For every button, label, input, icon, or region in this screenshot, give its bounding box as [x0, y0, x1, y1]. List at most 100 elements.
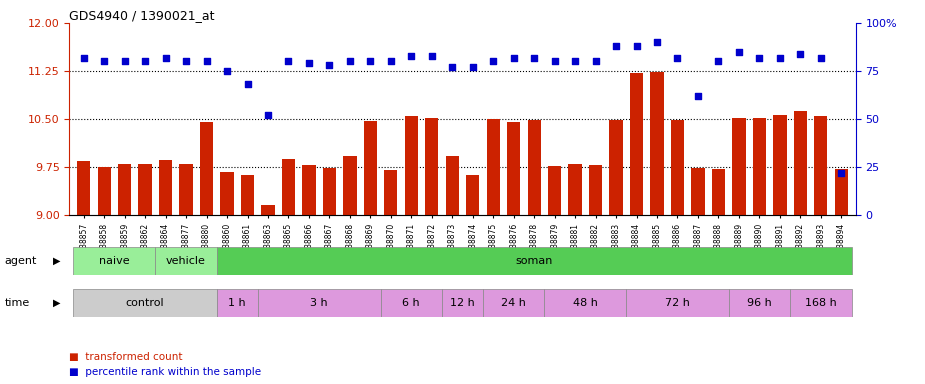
Bar: [302, 165, 315, 215]
Bar: [753, 118, 766, 215]
Bar: [650, 72, 663, 215]
Bar: [814, 116, 828, 215]
Text: GDS4940 / 1390021_at: GDS4940 / 1390021_at: [69, 9, 215, 22]
Point: [629, 43, 644, 49]
Point: [548, 58, 562, 65]
Text: 24 h: 24 h: [501, 298, 526, 308]
Point: [76, 55, 91, 61]
Bar: [77, 161, 91, 215]
Bar: [569, 164, 582, 215]
Text: naive: naive: [99, 256, 130, 266]
Bar: [404, 116, 418, 215]
Bar: [220, 172, 234, 215]
Bar: [527, 120, 541, 215]
Text: 168 h: 168 h: [805, 298, 837, 308]
Text: agent: agent: [5, 256, 37, 266]
Point: [793, 51, 808, 57]
Bar: [73, 289, 216, 317]
Bar: [380, 289, 442, 317]
Bar: [442, 289, 483, 317]
Text: control: control: [126, 298, 165, 308]
Text: 12 h: 12 h: [450, 298, 475, 308]
Bar: [507, 122, 521, 215]
Bar: [426, 118, 438, 215]
Text: 6 h: 6 h: [402, 298, 420, 308]
Bar: [466, 175, 479, 215]
Bar: [240, 175, 254, 215]
Bar: [630, 73, 643, 215]
Text: ▶: ▶: [53, 256, 60, 266]
Bar: [589, 165, 602, 215]
Bar: [282, 159, 295, 215]
Text: ■  percentile rank within the sample: ■ percentile rank within the sample: [69, 367, 262, 377]
Point: [302, 60, 316, 66]
Point: [465, 64, 480, 70]
Point: [384, 58, 399, 65]
Text: 96 h: 96 h: [747, 298, 771, 308]
Point: [813, 55, 828, 61]
Point: [711, 58, 726, 65]
Bar: [118, 164, 131, 215]
Point: [322, 62, 337, 68]
Text: ■  transformed count: ■ transformed count: [69, 352, 183, 362]
Bar: [610, 120, 623, 215]
Bar: [483, 289, 545, 317]
Point: [363, 58, 377, 65]
Bar: [139, 164, 152, 215]
Point: [445, 64, 460, 70]
Bar: [711, 169, 725, 215]
Text: 48 h: 48 h: [573, 298, 598, 308]
Point: [97, 58, 112, 65]
Point: [732, 49, 746, 55]
Bar: [258, 289, 380, 317]
Bar: [794, 111, 807, 215]
Point: [342, 58, 357, 65]
Point: [752, 55, 767, 61]
Text: vehicle: vehicle: [166, 256, 206, 266]
Bar: [773, 115, 786, 215]
Point: [486, 58, 500, 65]
Text: 3 h: 3 h: [311, 298, 328, 308]
Point: [219, 68, 234, 74]
Bar: [548, 166, 561, 215]
Point: [506, 55, 521, 61]
Point: [568, 58, 583, 65]
Text: ▶: ▶: [53, 298, 60, 308]
Bar: [446, 156, 459, 215]
Point: [691, 93, 706, 99]
Bar: [790, 289, 852, 317]
Bar: [487, 119, 500, 215]
Point: [240, 81, 255, 88]
Bar: [262, 205, 275, 215]
Point: [649, 39, 664, 45]
Bar: [545, 289, 626, 317]
Point: [526, 55, 541, 61]
Bar: [671, 120, 684, 215]
Bar: [691, 168, 705, 215]
Bar: [73, 247, 155, 275]
Point: [261, 112, 276, 118]
Bar: [626, 289, 729, 317]
Point: [117, 58, 132, 65]
Bar: [159, 160, 172, 215]
Point: [179, 58, 193, 65]
Point: [772, 55, 787, 61]
Point: [281, 58, 296, 65]
Text: 1 h: 1 h: [228, 298, 246, 308]
Bar: [97, 167, 111, 215]
Bar: [733, 118, 746, 215]
Point: [158, 55, 173, 61]
Point: [834, 170, 849, 176]
Point: [588, 58, 603, 65]
Point: [425, 53, 439, 59]
Text: 72 h: 72 h: [665, 298, 690, 308]
Bar: [729, 289, 790, 317]
Point: [199, 58, 214, 65]
Bar: [200, 122, 214, 215]
Bar: [323, 168, 336, 215]
Bar: [216, 289, 258, 317]
Point: [670, 55, 684, 61]
Bar: [179, 164, 192, 215]
Bar: [834, 169, 848, 215]
Point: [609, 43, 623, 49]
